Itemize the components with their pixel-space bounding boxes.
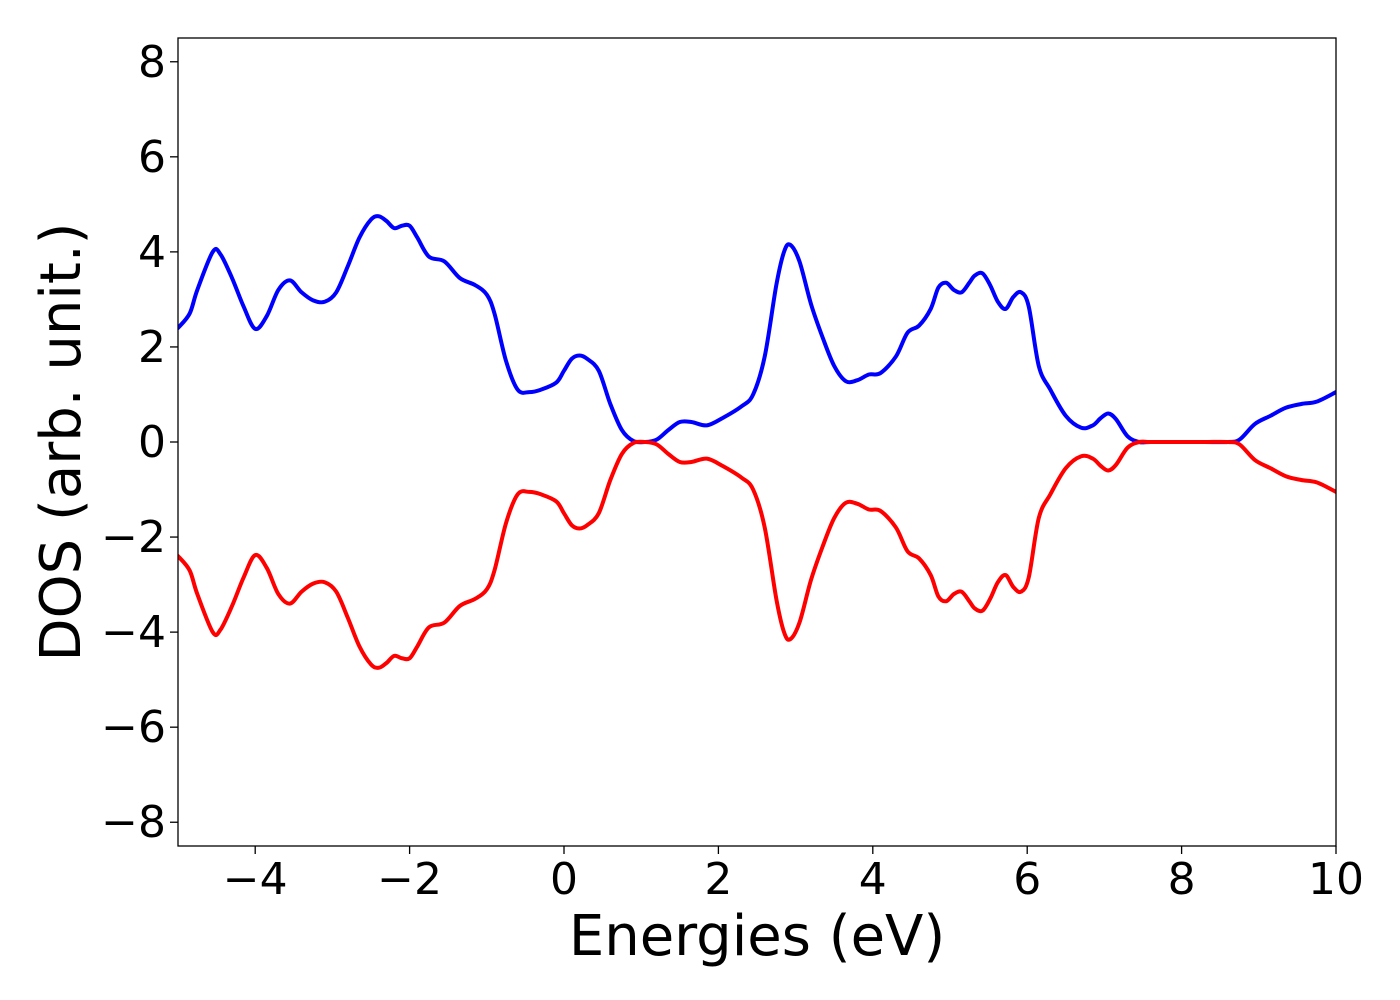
y-axis-ticks: 8 6 4 2 0 −2 −4 −6 −8 xyxy=(101,37,178,848)
x-tick-label: 4 xyxy=(859,854,887,905)
y-tick-label: 8 xyxy=(138,37,166,88)
series-layer xyxy=(178,214,1336,670)
x-tick-label: 0 xyxy=(550,854,578,905)
y-tick-label: −8 xyxy=(101,797,166,848)
x-tick-label: 8 xyxy=(1168,854,1196,905)
y-tick-label: −4 xyxy=(101,607,166,658)
x-axis-ticks: −4 −2 0 2 4 6 8 10 xyxy=(223,846,1364,905)
x-tick-label: 6 xyxy=(1013,854,1041,905)
series-line-1 xyxy=(178,214,1336,445)
y-tick-label: 6 xyxy=(138,132,166,183)
x-tick-label: 2 xyxy=(704,854,732,905)
x-tick-label: −2 xyxy=(377,854,442,905)
y-tick-label: 0 xyxy=(138,417,166,468)
x-tick-label: 10 xyxy=(1308,854,1364,905)
x-axis-label: Energies (eV) xyxy=(569,904,945,969)
y-tick-label: −2 xyxy=(101,512,166,563)
y-tick-label: −6 xyxy=(101,702,166,753)
x-tick-label: −4 xyxy=(223,854,288,905)
y-axis-label: DOS (arb. unit.) xyxy=(29,222,94,661)
y-tick-label: 4 xyxy=(138,227,166,278)
y-tick-label: 2 xyxy=(138,322,166,373)
series-line-2 xyxy=(178,439,1336,670)
